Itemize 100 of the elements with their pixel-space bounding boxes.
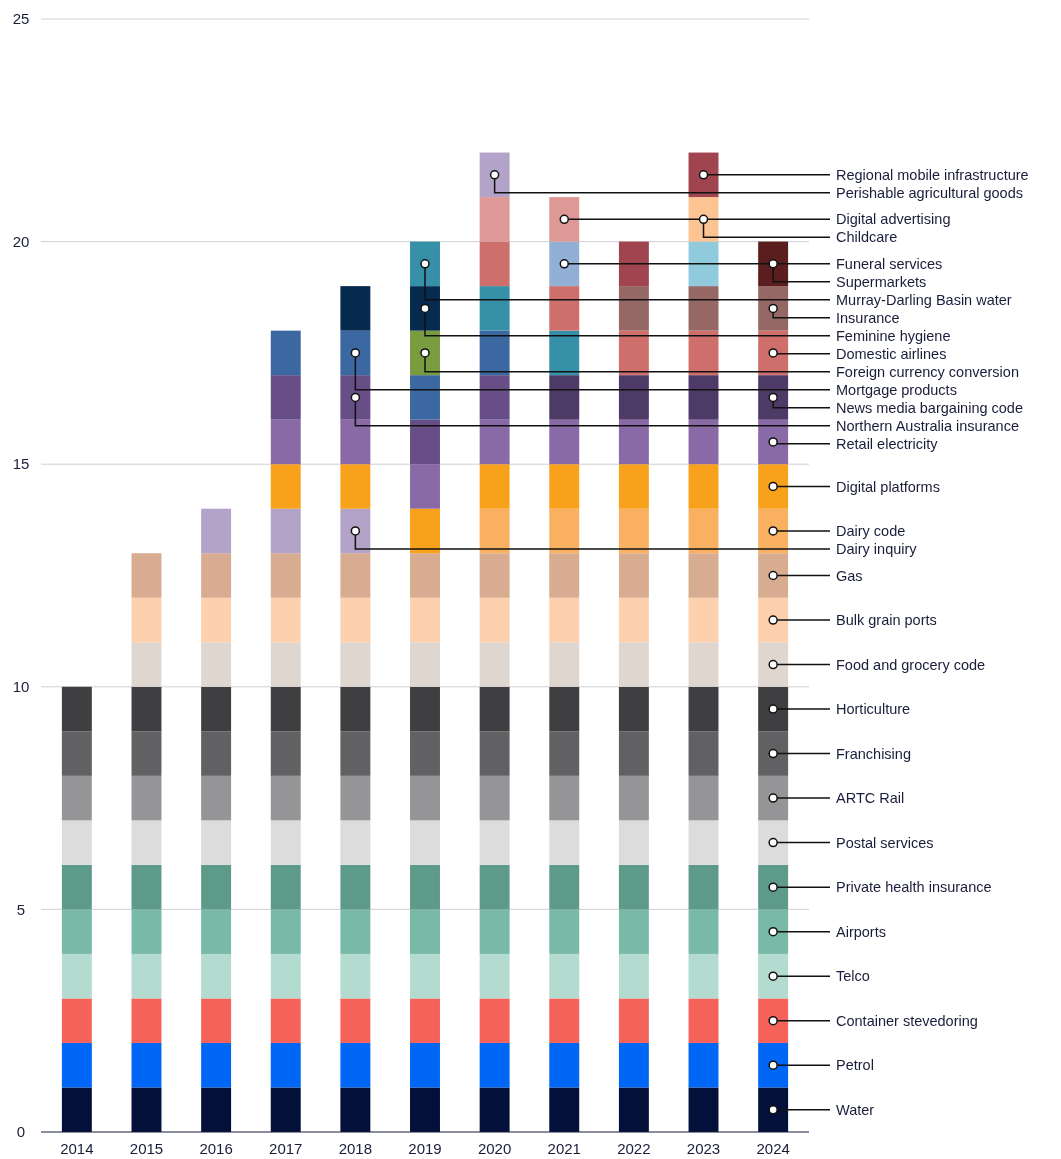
annotation: Gas	[836, 567, 863, 584]
bar	[270, 419, 301, 465]
bar	[270, 642, 301, 687]
bar	[201, 775, 232, 821]
bar	[340, 419, 371, 465]
bar	[688, 686, 719, 732]
bar	[410, 241, 440, 287]
annotation: Funeral services	[836, 255, 943, 272]
bar	[618, 864, 649, 910]
bar	[131, 731, 162, 776]
bar	[549, 597, 580, 643]
bar	[131, 686, 162, 732]
bar	[340, 909, 371, 954]
bar	[479, 419, 510, 465]
bar	[270, 330, 301, 376]
x-tick-label: 2014	[60, 1140, 94, 1157]
bar	[618, 375, 649, 420]
bar	[340, 330, 371, 376]
bar	[618, 1042, 649, 1088]
bar	[201, 864, 232, 910]
annotation: Franchising	[836, 745, 911, 762]
bar	[270, 686, 301, 732]
annotation: Dairy inquiry	[836, 541, 918, 558]
y-tick-label: 25	[12, 10, 30, 28]
bar	[270, 1042, 301, 1088]
annotation: Digital advertising	[836, 211, 951, 228]
y-tick-label: 20	[12, 232, 30, 250]
bar	[201, 508, 232, 554]
bar	[131, 1042, 162, 1088]
bar	[61, 731, 92, 776]
bar	[410, 731, 440, 776]
bar	[758, 731, 789, 776]
bar	[618, 1087, 649, 1132]
bar	[340, 820, 371, 865]
bar	[131, 553, 162, 598]
bar	[758, 953, 789, 999]
bar	[340, 864, 371, 910]
bar	[618, 419, 649, 465]
bar	[410, 508, 440, 554]
bar	[549, 464, 580, 509]
x-tick-label: 2018	[338, 1140, 373, 1157]
bar	[618, 775, 649, 821]
bar	[758, 686, 789, 732]
bar	[688, 286, 719, 331]
bar	[410, 998, 440, 1043]
bar	[410, 820, 440, 865]
bar	[340, 286, 371, 331]
bar	[618, 642, 649, 687]
bar	[61, 820, 92, 865]
annotation: Domestic airlines	[836, 345, 947, 362]
bar	[549, 1087, 580, 1132]
bar	[688, 642, 719, 687]
bar	[270, 731, 301, 776]
bar	[61, 953, 92, 999]
bar	[61, 909, 92, 954]
bar	[270, 1087, 301, 1132]
bar	[479, 775, 510, 821]
bar	[201, 642, 232, 687]
y-tick-label: 10	[12, 678, 30, 696]
bar	[758, 820, 789, 865]
bar	[688, 464, 719, 509]
bar	[201, 1042, 232, 1088]
bar	[479, 152, 510, 198]
bar	[410, 953, 440, 999]
annotation: Northern Australia insurance	[836, 417, 1019, 434]
bar	[340, 375, 371, 420]
bar	[688, 197, 719, 242]
x-tick-label: 2022	[617, 1140, 651, 1157]
bar	[479, 553, 510, 598]
bar	[758, 864, 789, 910]
bar	[410, 864, 440, 910]
bar	[410, 553, 440, 598]
bar	[340, 998, 371, 1043]
bar	[688, 508, 719, 554]
annotation: Mortgage products	[836, 381, 957, 398]
bar	[340, 953, 371, 999]
bar	[131, 998, 162, 1043]
bar	[549, 241, 580, 287]
annotation: Digital platforms	[836, 478, 940, 495]
bar	[410, 909, 440, 954]
bar	[758, 464, 789, 509]
bar	[270, 508, 301, 554]
bar	[688, 864, 719, 910]
bar	[479, 953, 510, 999]
bar	[410, 597, 440, 643]
annotation: Petrol	[836, 1057, 874, 1074]
bar	[61, 775, 92, 821]
bar	[61, 864, 92, 910]
annotation: Airports	[836, 923, 886, 940]
annotation: Container stevedoring	[836, 1012, 978, 1029]
bar	[758, 998, 789, 1043]
annotation: Telco	[836, 968, 870, 985]
annotation: Perishable agricultural goods	[836, 184, 1023, 201]
bar	[131, 775, 162, 821]
annotation: Retail electricity	[836, 435, 939, 452]
bar	[618, 953, 649, 999]
bar	[270, 998, 301, 1043]
bar	[549, 642, 580, 687]
bar	[61, 686, 92, 732]
x-tick-label: 2021	[547, 1140, 581, 1157]
